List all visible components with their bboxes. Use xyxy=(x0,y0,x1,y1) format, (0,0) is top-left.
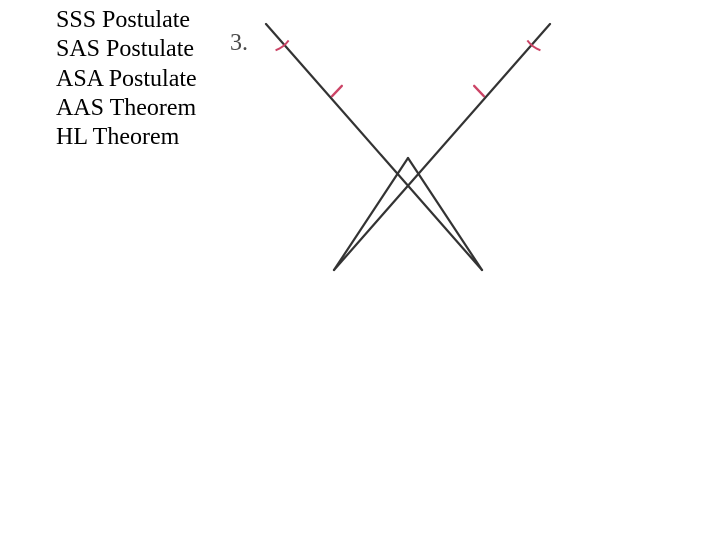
question-number: 3. xyxy=(230,30,248,57)
postulate-item: SAS Postulate xyxy=(56,35,197,64)
postulate-list: SSS Postulate SAS Postulate ASA Postulat… xyxy=(56,6,197,152)
postulate-item: HL Theorem xyxy=(56,123,197,152)
triangle-diagram xyxy=(248,18,568,278)
postulate-item: ASA Postulate xyxy=(56,65,197,94)
postulate-item: AAS Theorem xyxy=(56,94,197,123)
postulate-item: SSS Postulate xyxy=(56,6,197,35)
